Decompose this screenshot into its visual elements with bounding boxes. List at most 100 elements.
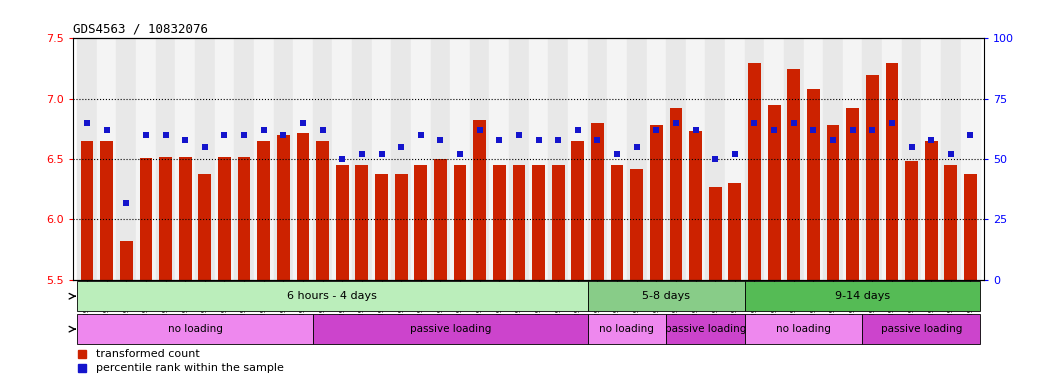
Bar (592, 123, 604, 280)
Bar (549, 38, 567, 280)
Text: 6 hours - 4 days: 6 hours - 4 days (288, 291, 377, 301)
Bar (410, 38, 430, 280)
Bar (827, 125, 840, 280)
Bar (886, 63, 898, 280)
Bar (273, 38, 293, 280)
Bar (944, 165, 957, 280)
Bar (807, 89, 820, 280)
Bar (804, 38, 823, 280)
Bar (116, 38, 136, 280)
Bar (906, 162, 918, 280)
Text: no loading: no loading (168, 324, 222, 334)
Bar (435, 159, 447, 280)
Bar (258, 141, 270, 280)
Bar (296, 132, 309, 280)
Bar (666, 314, 744, 344)
Bar (627, 38, 646, 280)
Text: transformed count: transformed count (96, 349, 200, 359)
Bar (77, 314, 313, 344)
Bar (293, 38, 313, 280)
Bar (473, 121, 486, 280)
Bar (77, 281, 587, 311)
Bar (332, 38, 352, 280)
Bar (101, 141, 113, 280)
Bar (689, 131, 701, 280)
Bar (610, 165, 623, 280)
Bar (587, 38, 607, 280)
Text: 9-14 days: 9-14 days (834, 291, 890, 301)
Bar (392, 38, 410, 280)
Bar (843, 38, 863, 280)
Bar (277, 135, 290, 280)
Bar (744, 314, 863, 344)
Bar (725, 38, 744, 280)
Text: no loading: no loading (600, 324, 654, 334)
Bar (156, 38, 175, 280)
Bar (882, 38, 901, 280)
Bar (744, 281, 980, 311)
Bar (199, 174, 211, 280)
Text: 5-8 days: 5-8 days (642, 291, 690, 301)
Text: passive loading: passive loading (665, 324, 747, 334)
Bar (863, 38, 882, 280)
Bar (176, 38, 195, 280)
Bar (767, 105, 780, 280)
Bar (650, 125, 663, 280)
Bar (453, 165, 466, 280)
Bar (552, 165, 564, 280)
Bar (238, 157, 250, 280)
Bar (136, 38, 156, 280)
Bar (235, 38, 253, 280)
Bar (964, 174, 977, 280)
Bar (706, 38, 725, 280)
Bar (493, 165, 506, 280)
Bar (744, 38, 764, 280)
Bar (195, 38, 215, 280)
Bar (96, 38, 116, 280)
Bar (430, 38, 450, 280)
Bar (352, 38, 372, 280)
Bar (587, 281, 744, 311)
Bar (646, 38, 666, 280)
Bar (925, 141, 937, 280)
Bar (846, 108, 859, 280)
Bar (863, 314, 980, 344)
Bar (316, 141, 329, 280)
Bar (513, 165, 526, 280)
Bar (784, 38, 804, 280)
Bar (901, 38, 921, 280)
Bar (729, 183, 741, 280)
Bar (670, 108, 683, 280)
Text: passive loading: passive loading (881, 324, 962, 334)
Bar (529, 38, 549, 280)
Bar (77, 38, 96, 280)
Bar (787, 69, 800, 280)
Bar (532, 165, 544, 280)
Text: passive loading: passive loading (409, 324, 491, 334)
Bar (372, 38, 392, 280)
Bar (81, 141, 93, 280)
Bar (749, 63, 761, 280)
Bar (709, 187, 721, 280)
Bar (921, 38, 941, 280)
Bar (139, 158, 152, 280)
Bar (686, 38, 706, 280)
Bar (470, 38, 489, 280)
Bar (587, 314, 666, 344)
Bar (607, 38, 627, 280)
Bar (215, 38, 235, 280)
Bar (313, 314, 587, 344)
Bar (253, 38, 273, 280)
Bar (509, 38, 529, 280)
Bar (336, 165, 349, 280)
Bar (395, 174, 407, 280)
Bar (450, 38, 470, 280)
Bar (823, 38, 843, 280)
Bar (960, 38, 980, 280)
Bar (489, 38, 509, 280)
Text: GDS4563 / 10832076: GDS4563 / 10832076 (73, 23, 208, 36)
Bar (159, 157, 172, 280)
Text: percentile rank within the sample: percentile rank within the sample (96, 363, 284, 373)
Bar (218, 157, 230, 280)
Bar (415, 165, 427, 280)
